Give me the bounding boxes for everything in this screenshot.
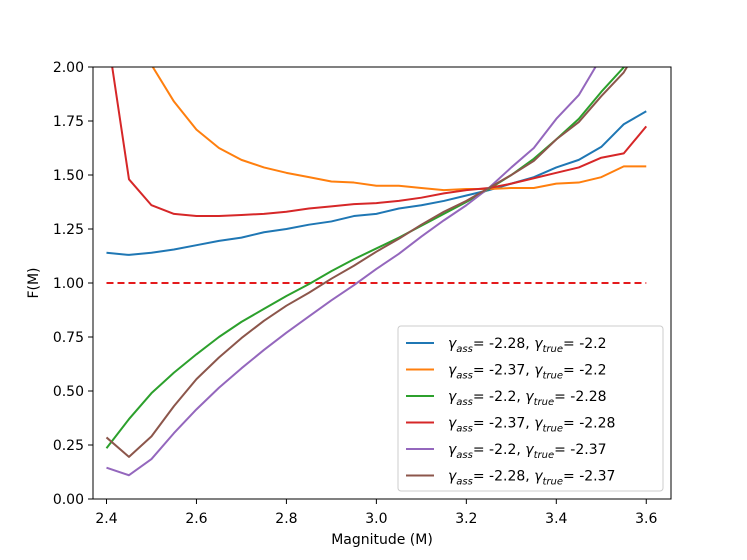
- y-tick-label: 0.25: [53, 438, 84, 454]
- legend-entry: γass= -2.37, γtrue= -2.2: [406, 363, 607, 382]
- legend-label: γass= -2.37, γtrue= -2.2: [448, 363, 607, 382]
- series-layer: [105, 67, 648, 477]
- series-line-6: [105, 67, 629, 458]
- y-axis-label: F(M): [26, 267, 42, 298]
- x-tick-label: 3.4: [545, 511, 567, 527]
- legend-label: γass= -2.28, γtrue= -2.37: [448, 469, 615, 488]
- x-tick-label: 3.0: [365, 511, 387, 527]
- legend-entry: γass= -2.2, γtrue= -2.28: [406, 389, 607, 408]
- series-line-2: [151, 67, 647, 192]
- y-tick-label: 1.00: [53, 276, 84, 292]
- legend-entry: γass= -2.37, γtrue= -2.28: [406, 416, 615, 435]
- y-tick-label: 1.50: [53, 168, 84, 184]
- x-tick-label: 2.8: [275, 511, 297, 527]
- x-axis-label: Magnitude (M): [331, 532, 433, 548]
- y-tick-label: 0.50: [53, 384, 84, 400]
- series-line-4: [111, 67, 648, 218]
- series-line-1: [106, 110, 647, 256]
- legend-label: γass= -2.37, γtrue= -2.28: [448, 416, 615, 435]
- y-tick-label: 0.75: [53, 330, 84, 346]
- y-axis-ticks: 0.00 0.25 0.50 0.75 1.00 1.25 1.50 1.75 2.00: [53, 60, 93, 508]
- x-tick-label: 2.6: [185, 511, 207, 527]
- legend-label: γass= -2.2, γtrue= -2.28: [448, 389, 607, 408]
- x-axis-ticks: 2.4 2.6 2.8 3.0 3.2 3.4 3.6: [95, 499, 657, 527]
- x-tick-label: 3.6: [635, 511, 657, 527]
- y-tick-label: 1.25: [53, 222, 84, 238]
- series-line-3: [105, 67, 626, 449]
- legend-entry: γass= -2.28, γtrue= -2.2: [406, 336, 607, 355]
- x-tick-label: 3.2: [455, 511, 477, 527]
- legend-label: γass= -2.28, γtrue= -2.2: [448, 336, 607, 355]
- y-tick-label: 1.75: [53, 114, 84, 130]
- y-tick-label: 0.00: [53, 492, 84, 508]
- legend-box: [397, 325, 664, 492]
- legend-entry: γass= -2.28, γtrue= -2.37: [406, 469, 615, 488]
- legend: γass= -2.28, γtrue= -2.2 γass= -2.37, γtr…: [397, 325, 664, 492]
- y-tick-label: 2.00: [53, 60, 84, 76]
- x-tick-label: 2.4: [95, 511, 117, 527]
- legend-entry: γass= -2.2, γtrue= -2.37: [406, 442, 607, 461]
- legend-label: γass= -2.2, γtrue= -2.37: [448, 442, 607, 461]
- series-line-5: [106, 67, 597, 477]
